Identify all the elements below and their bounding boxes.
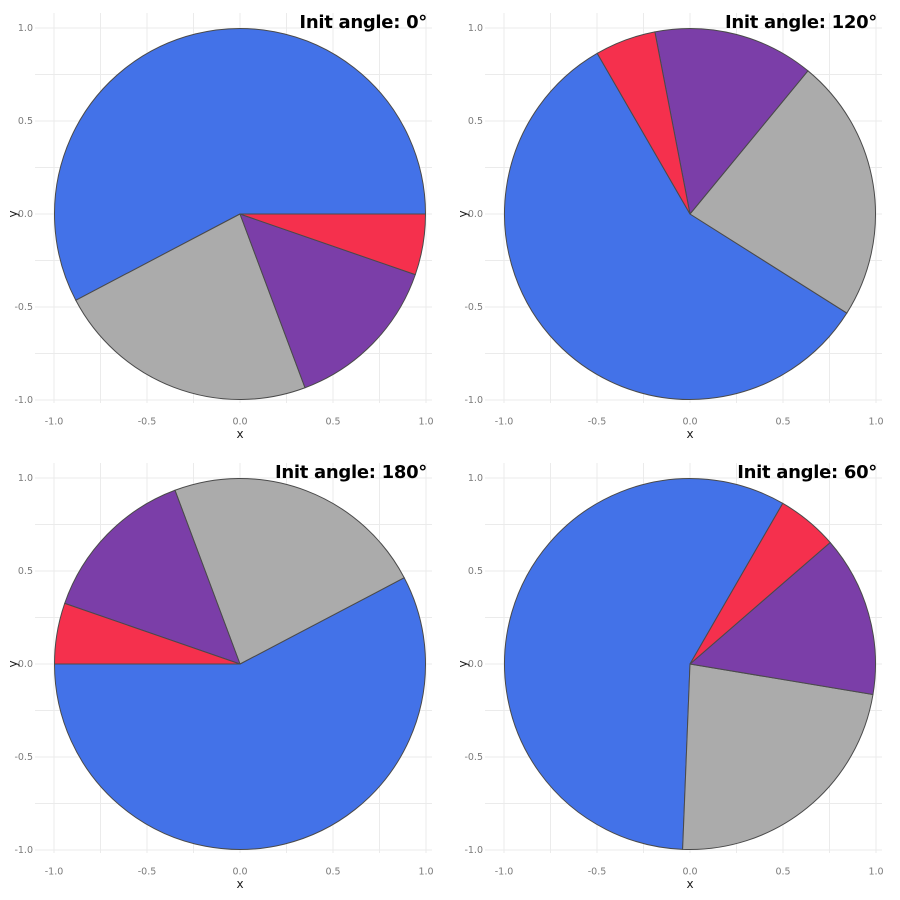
pie-slice-3	[54, 602, 241, 665]
x-tick-label: -0.5	[138, 417, 157, 428]
x-tick-label: 0.0	[682, 417, 697, 428]
pie-slice-1	[689, 70, 876, 314]
x-axis-label: x	[686, 427, 694, 441]
subplot-init-angle-60: -1.0 -1.0 -0.5 -0.5 0.0 0.0 0.5 0.5 1.0 1.0 Init …	[450, 450, 900, 900]
pie-slice-1	[682, 663, 874, 850]
x-tick-label: -1.0	[495, 417, 514, 428]
pie-slice-0	[504, 52, 848, 400]
y-tick-label: 0.0	[18, 209, 33, 220]
y-axis-label: y	[456, 210, 470, 218]
y-tick-label: 0.5	[468, 566, 483, 577]
x-tick-label: 0.0	[232, 417, 247, 428]
pie-slice-2	[654, 28, 809, 215]
pie-slice-3	[596, 31, 691, 215]
plot-title: Init angle: 60°	[737, 462, 877, 483]
pie-chart-canvas: -1.0 -1.0 -0.5 -0.5 0.0 0.0 0.5 0.5 1.0 1.0	[464, 463, 884, 878]
y-tick-label: 0.5	[18, 116, 33, 127]
y-tick-label: -1.0	[464, 395, 483, 406]
y-tick-label: -0.5	[14, 302, 33, 313]
y-tick-label: 1.0	[468, 473, 483, 484]
y-tick-label: -0.5	[464, 302, 483, 313]
x-tick-label: 1.0	[868, 867, 883, 878]
pie-slice-3	[689, 502, 831, 665]
x-tick-label: 1.0	[418, 417, 433, 428]
x-axis-label: x	[236, 877, 244, 891]
y-tick-label: 1.0	[18, 473, 33, 484]
y-tick-label: 0.5	[468, 116, 483, 127]
x-tick-label: 0.5	[325, 867, 340, 878]
y-tick-label: -1.0	[464, 845, 483, 856]
x-axis-label: x	[686, 877, 694, 891]
pie-slice-1	[75, 213, 306, 400]
x-tick-label: -0.5	[588, 417, 607, 428]
y-axis-label: y	[6, 210, 20, 218]
y-tick-label: -1.0	[14, 395, 33, 406]
pie-slice-3	[239, 213, 426, 276]
x-tick-label: -0.5	[588, 867, 607, 878]
x-tick-label: -1.0	[45, 867, 64, 878]
x-tick-label: 0.0	[232, 867, 247, 878]
y-tick-label: -1.0	[14, 845, 33, 856]
x-tick-label: 0.5	[325, 417, 340, 428]
pie-slice-0	[54, 28, 426, 301]
x-tick-label: 1.0	[868, 417, 883, 428]
x-tick-label: -0.5	[138, 867, 157, 878]
y-tick-label: 0.0	[468, 659, 483, 670]
y-axis-label: y	[6, 660, 20, 668]
pie-slice-1	[174, 478, 405, 665]
y-tick-label: 1.0	[18, 23, 33, 34]
y-tick-label: -0.5	[14, 752, 33, 763]
y-tick-label: 0.0	[468, 209, 483, 220]
x-tick-label: 0.0	[682, 867, 697, 878]
pie-slice-2	[239, 213, 416, 389]
y-tick-label: 0.5	[18, 566, 33, 577]
pie-slice-2	[689, 542, 876, 696]
x-tick-label: 0.5	[775, 867, 790, 878]
x-tick-label: -1.0	[45, 417, 64, 428]
pie-chart-canvas: -1.0 -1.0 -0.5 -0.5 0.0 0.0 0.5 0.5 1.0 1.0	[14, 13, 434, 428]
subplot-init-angle-120: -1.0 -1.0 -0.5 -0.5 0.0 0.0 0.5 0.5 1.0 1.0 Init …	[450, 0, 900, 450]
x-tick-label: -1.0	[495, 867, 514, 878]
subplot-init-angle-180: -1.0 -1.0 -0.5 -0.5 0.0 0.0 0.5 0.5 1.0 1.0 Init …	[0, 450, 450, 900]
y-tick-label: -0.5	[464, 752, 483, 763]
pie-slice-0	[504, 478, 784, 850]
pie-chart-canvas: -1.0 -1.0 -0.5 -0.5 0.0 0.0 0.5 0.5 1.0 1.0	[14, 463, 434, 878]
x-tick-label: 1.0	[418, 867, 433, 878]
x-axis-label: x	[236, 427, 244, 441]
y-tick-label: 0.0	[18, 659, 33, 670]
plot-title: Init angle: 180°	[274, 462, 427, 483]
plot-title: Init angle: 0°	[299, 12, 427, 33]
y-tick-label: 1.0	[468, 23, 483, 34]
pie-slice-2	[64, 489, 241, 665]
y-axis-label: y	[456, 660, 470, 668]
x-tick-label: 0.5	[775, 417, 790, 428]
pie-slice-0	[54, 577, 426, 850]
pie-chart-canvas: -1.0 -1.0 -0.5 -0.5 0.0 0.0 0.5 0.5 1.0 1.0	[464, 13, 884, 428]
plot-title: Init angle: 120°	[724, 12, 877, 33]
subplot-init-angle-0: -1.0 -1.0 -0.5 -0.5 0.0 0.0 0.5 0.5 1.0 1.0 Init …	[0, 0, 450, 450]
